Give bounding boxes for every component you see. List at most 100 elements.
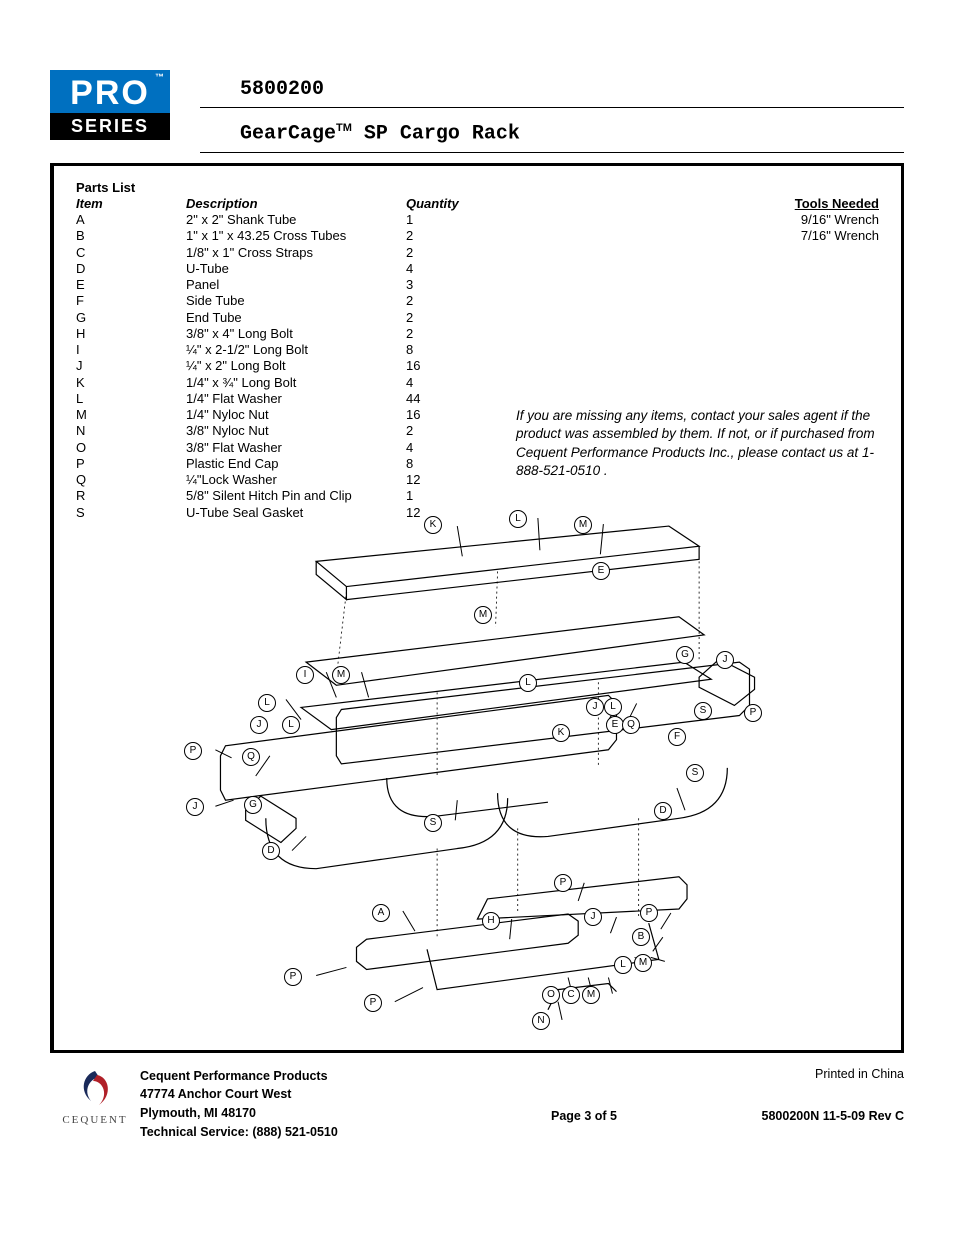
col-desc: Description	[186, 196, 406, 212]
product-name-tm: TM	[336, 122, 352, 134]
callout-m: M	[574, 516, 592, 534]
item-desc: 5/8" Silent Hitch Pin and Clip	[186, 488, 406, 504]
item-letter: A	[76, 212, 186, 228]
item-qty: 4	[406, 440, 486, 456]
footer-tech: Technical Service: (888) 521-0510	[140, 1123, 494, 1142]
footer-addr2: Plymouth, MI 48170	[140, 1104, 494, 1123]
item-desc: 2" x 2" Shank Tube	[186, 212, 406, 228]
item-qty: 8	[406, 456, 486, 472]
product-name-post: SP Cargo Rack	[352, 123, 520, 146]
callout-i: I	[296, 666, 314, 684]
content-frame: Parts ListItemDescriptionQuantityTools N…	[50, 163, 904, 1053]
item-desc: 3/8" x 4" Long Bolt	[186, 326, 406, 342]
item-desc: 3/8" Flat Washer	[186, 440, 406, 456]
tools-header: Tools Needed	[486, 196, 879, 212]
item-qty: 3	[406, 277, 486, 293]
cequent-logo: CEQUENT	[50, 1067, 140, 1126]
callout-p: P	[640, 904, 658, 922]
footer-right: Printed in China 5800200N 11-5-09 Rev C	[674, 1067, 904, 1123]
item-desc: 1" x 1" x 43.25 Cross Tubes	[186, 228, 406, 244]
callout-s: S	[694, 702, 712, 720]
callout-l: L	[519, 674, 537, 692]
parts-list-title: Parts List	[76, 180, 186, 196]
item-letter: N	[76, 423, 186, 439]
callout-n: N	[532, 1012, 550, 1030]
item-letter: F	[76, 293, 186, 309]
item-qty: 4	[406, 261, 486, 277]
item-qty: 8	[406, 342, 486, 358]
item-letter: G	[76, 310, 186, 326]
callout-p: P	[744, 704, 762, 722]
callout-p: P	[284, 968, 302, 986]
exploded-diagram: KLMEMGJIMLLJLSPJLEQKFPQSJGSDDPAHPJBMLPOC…	[114, 516, 861, 1040]
callout-q: Q	[242, 748, 260, 766]
item-qty: 2	[406, 310, 486, 326]
callout-p: P	[554, 874, 572, 892]
item-desc: End Tube	[186, 310, 406, 326]
item-qty: 2	[406, 228, 486, 244]
item-desc: ¼" x 2" Long Bolt	[186, 358, 406, 374]
item-qty: 4	[406, 375, 486, 391]
item-desc: Plastic End Cap	[186, 456, 406, 472]
item-letter: J	[76, 358, 186, 374]
footer-addr1: 47774 Anchor Court West	[140, 1085, 494, 1104]
logo-bottom: SERIES	[50, 113, 170, 140]
callout-g: G	[244, 796, 262, 814]
callout-k: K	[424, 516, 442, 534]
diagram-svg	[114, 516, 861, 1040]
col-item: Item	[76, 196, 186, 212]
parts-list: Parts ListItemDescriptionQuantityTools N…	[76, 180, 879, 521]
callout-j: J	[186, 798, 204, 816]
callout-g: G	[676, 646, 694, 664]
callout-m: M	[474, 606, 492, 624]
callout-j: J	[716, 651, 734, 669]
logo-top: PRO ™	[50, 70, 170, 113]
callout-m: M	[634, 954, 652, 972]
callout-q: Q	[622, 716, 640, 734]
callout-k: K	[552, 724, 570, 742]
item-letter: D	[76, 261, 186, 277]
item-letter: I	[76, 342, 186, 358]
item-desc: ¼" x 2-1/2" Long Bolt	[186, 342, 406, 358]
tool-item: 7/16" Wrench	[486, 228, 879, 244]
item-desc: 1/8" x 1" Cross Straps	[186, 245, 406, 261]
item-desc: 3/8" Nyloc Nut	[186, 423, 406, 439]
callout-p: P	[364, 994, 382, 1012]
item-letter: R	[76, 488, 186, 504]
item-qty: 2	[406, 245, 486, 261]
item-qty: 2	[406, 326, 486, 342]
callout-o: O	[542, 986, 560, 1004]
product-name-pre: GearCage	[240, 123, 336, 146]
callout-l: L	[604, 698, 622, 716]
item-desc: ¼"Lock Washer	[186, 472, 406, 488]
item-letter: Q	[76, 472, 186, 488]
callout-j: J	[584, 908, 602, 926]
item-letter: O	[76, 440, 186, 456]
item-qty: 12	[406, 472, 486, 488]
callout-e: E	[592, 562, 610, 580]
logo-tm: ™	[155, 72, 166, 82]
item-desc: 1/4" Nyloc Nut	[186, 407, 406, 423]
callout-j: J	[250, 716, 268, 734]
item-qty: 2	[406, 423, 486, 439]
callout-l: L	[509, 510, 527, 528]
cequent-swoosh-icon	[73, 1067, 117, 1111]
footer-page: Page 3 of 5	[494, 1067, 674, 1123]
callout-l: L	[258, 694, 276, 712]
callout-p: P	[184, 742, 202, 760]
callout-s: S	[686, 764, 704, 782]
callout-h: H	[482, 912, 500, 930]
item-letter: E	[76, 277, 186, 293]
callout-d: D	[654, 802, 672, 820]
callout-d: D	[262, 842, 280, 860]
item-desc: Panel	[186, 277, 406, 293]
item-qty: 1	[406, 488, 486, 504]
callout-m: M	[582, 986, 600, 1004]
footer-address: Cequent Performance Products 47774 Ancho…	[140, 1067, 494, 1142]
tool-item: 9/16" Wrench	[486, 212, 879, 228]
brand-logo: PRO ™ SERIES	[50, 70, 170, 140]
item-letter: C	[76, 245, 186, 261]
callout-l: L	[614, 956, 632, 974]
item-qty: 1	[406, 212, 486, 228]
footer-rev: 5800200N 11-5-09 Rev C	[674, 1109, 904, 1123]
